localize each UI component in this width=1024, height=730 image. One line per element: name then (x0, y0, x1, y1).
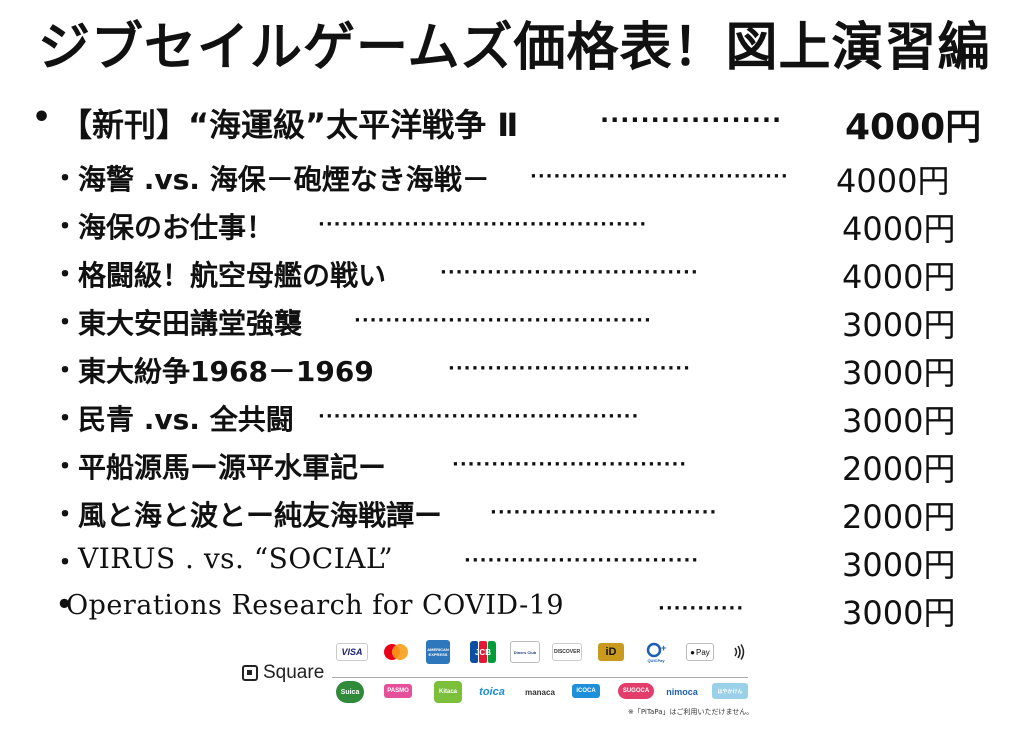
list-bullet: ・ (52, 308, 79, 338)
page-title: ジブセイルゲームズ価格表！図上演習編 (38, 18, 991, 78)
mastercard-icon (380, 643, 412, 661)
suica-icon: Suica (336, 681, 364, 703)
list-item: • Operations Research for COVID-19 ·······… (0, 590, 1024, 634)
item-price: 3000円 (842, 546, 956, 584)
item-name: 格闘級！航空母艦の戦い (78, 259, 387, 292)
list-bullet: ・ (52, 212, 79, 242)
list-bullet: ・ (52, 356, 79, 386)
list-item: ・格闘級！航空母艦の戦い ····························… (0, 254, 1024, 298)
sugoca-icon: SUGOCA (618, 683, 654, 699)
list-bullet: ・ (52, 260, 79, 290)
list-bullet: ・ (52, 548, 79, 578)
list-item: ・海警 .vs. 海保－砲煙なき海戦－ ·····················… (0, 158, 1024, 202)
nimoca-icon: nimoca (666, 687, 698, 697)
payment-methods: Square VISA AMERICAN EXPRESS JCB Diners … (238, 637, 758, 717)
id-icon: iD (598, 643, 624, 661)
item-price: 4000円 (842, 210, 956, 248)
kitaca-icon: Kitaca (434, 681, 462, 703)
hayakaken-icon: はやかけん (712, 683, 748, 699)
item-price: 3000円 (842, 354, 956, 392)
leader-dots: ····························· (490, 502, 718, 523)
list-bullet: • (56, 590, 73, 620)
list-item: ・平船源馬ー源平水軍記ー ····························… (0, 446, 1024, 490)
list-item: ・東大紛争1968－1969 ··························… (0, 350, 1024, 394)
item-name: 風と海と波とー純友海戦譚ー (78, 499, 443, 532)
leader-dots: ······························ (452, 454, 688, 475)
pitapa-note: ※「PiTaPa」はご利用いただけません。 (628, 708, 754, 716)
list-item: ・東大安田講堂強襲 ·······························… (0, 302, 1024, 346)
leader-dots: ······························· (448, 358, 691, 379)
item-name: Operations Research for COVID-19 (66, 590, 565, 621)
leader-dots: ········································… (318, 214, 648, 235)
quicpay-label: QUICPay (647, 657, 665, 663)
manaca-icon: manaca (525, 687, 555, 697)
item-name: 民青 .vs. 全共闘 (78, 403, 294, 436)
amex-icon: AMERICAN EXPRESS (426, 640, 450, 664)
featured-item: • 【新刊】“海運級”太平洋戦争 Ⅱ ·················· 40… (0, 100, 1024, 148)
list-bullet: • (32, 100, 52, 135)
square-logo: Square (242, 662, 324, 684)
item-name: 海保のお仕事！ (78, 211, 275, 244)
item-price: 4000円 (836, 162, 950, 200)
leader-dots: ································· (530, 166, 789, 187)
item-name: 平船源馬ー源平水軍記ー (78, 451, 387, 484)
icoca-icon: ICOCA (572, 684, 600, 698)
apple-pay-icon: ● Pay (686, 643, 714, 661)
item-name: 東大安田講堂強襲 (78, 307, 303, 340)
square-label: Square (263, 662, 325, 683)
contactless-icon (730, 643, 748, 661)
item-price: 2000円 (842, 498, 956, 536)
item-name: 【新刊】“海運級”太平洋戦争 Ⅱ (60, 106, 519, 144)
leader-dots: ·················· (600, 106, 783, 134)
item-price: 4000円 (845, 107, 982, 148)
leader-dots: ······································ (354, 310, 652, 331)
square-icon (242, 665, 258, 681)
list-item: ・民青 .vs. 全共闘 ····························… (0, 398, 1024, 442)
item-price: 3000円 (842, 306, 956, 344)
pasmo-icon: PASMO (384, 684, 412, 698)
list-bullet: ・ (52, 404, 79, 434)
leader-dots: ······························ (464, 550, 700, 571)
apple-icon: ● (690, 647, 696, 657)
item-name: 東大紛争1968－1969 (78, 355, 374, 388)
list-bullet: ・ (52, 452, 79, 482)
item-price: 3000円 (842, 594, 956, 632)
item-name: 海警 .vs. 海保－砲煙なき海戦－ (78, 163, 490, 196)
jcb-icon: JCB (470, 641, 496, 663)
leader-dots: ··········· (658, 598, 745, 619)
list-bullet: ・ (52, 500, 79, 530)
leader-dots: ································· (440, 262, 699, 283)
svg-text:JCB: JCB (475, 648, 491, 657)
visa-icon: VISA (336, 643, 368, 661)
list-item: ・ VIRUS . vs. “SOCIAL” ···················… (0, 542, 1024, 586)
item-name: VIRUS . vs. “SOCIAL” (78, 542, 394, 575)
list-item: ・風と海と波とー純友海戦譚ー ··························… (0, 494, 1024, 538)
diners-club-icon: Diners Club (510, 641, 540, 663)
item-price: 2000円 (842, 450, 956, 488)
apple-pay-label: Pay (696, 647, 710, 657)
discover-icon: DISCOVER (552, 643, 582, 661)
svg-text:+: + (661, 643, 666, 653)
list-bullet: ・ (52, 164, 79, 194)
toica-icon: toica (479, 686, 505, 698)
list-item: ・海保のお仕事！ ································… (0, 206, 1024, 250)
divider (332, 677, 748, 678)
quicpay-icon: + QUICPay (642, 639, 670, 665)
item-price: 4000円 (842, 258, 956, 296)
item-price: 3000円 (842, 402, 956, 440)
leader-dots: ········································… (318, 406, 640, 427)
